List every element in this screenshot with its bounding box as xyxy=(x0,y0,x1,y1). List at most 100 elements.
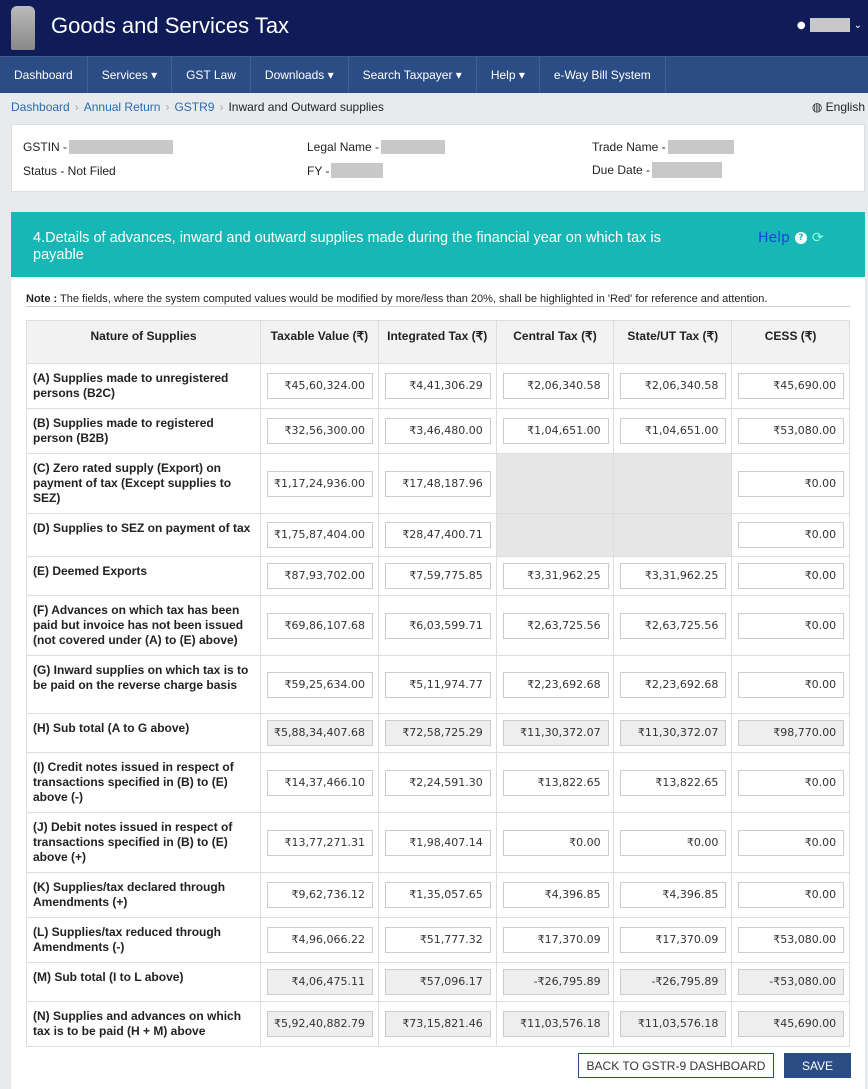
row-label: (L) Supplies/tax reduced through Amendme… xyxy=(26,917,261,963)
value-input[interactable]: ₹6,03,599.71 xyxy=(384,612,491,639)
value-input[interactable]: ₹1,75,87,404.00 xyxy=(267,522,373,548)
value-cell: ₹0.00 xyxy=(731,513,850,557)
value-input[interactable]: ₹14,37,466.10 xyxy=(267,769,373,796)
value-cell: ₹0.00 xyxy=(731,556,850,596)
value-input[interactable]: ₹0.00 xyxy=(738,671,845,698)
value-input[interactable]: ₹2,06,340.58 xyxy=(620,373,727,399)
value-input: ₹11,30,372.07 xyxy=(620,720,727,746)
value-input[interactable]: ₹7,59,775.85 xyxy=(384,563,491,589)
value-input[interactable]: ₹5,11,974.77 xyxy=(384,671,491,698)
table-row: (B) Supplies made to registered person (… xyxy=(26,408,850,454)
value-input[interactable]: ₹4,41,306.29 xyxy=(384,373,491,399)
value-input[interactable]: ₹2,24,591.30 xyxy=(384,769,491,796)
value-input[interactable]: ₹4,396.85 xyxy=(502,882,609,908)
refresh-icon[interactable]: ⟳ xyxy=(811,230,824,246)
language-selector[interactable]: ◍ English xyxy=(812,100,865,114)
value-input[interactable]: ₹59,25,634.00 xyxy=(267,671,373,698)
value-input[interactable]: ₹3,31,962.25 xyxy=(620,563,727,589)
value-input[interactable]: ₹2,23,692.68 xyxy=(620,671,727,698)
breadcrumb-dashboard[interactable]: Dashboard xyxy=(11,100,70,114)
row-label: (E) Deemed Exports xyxy=(26,556,261,596)
value-cell: ₹45,690.00 xyxy=(731,363,850,409)
value-input[interactable]: ₹0.00 xyxy=(620,829,727,856)
value-input[interactable]: ₹0.00 xyxy=(738,829,845,856)
value-input[interactable]: ₹3,46,480.00 xyxy=(384,418,491,444)
value-cell: ₹57,096.17 xyxy=(377,962,497,1002)
value-input[interactable]: ₹87,93,702.00 xyxy=(267,563,373,589)
question-icon[interactable]: ? xyxy=(794,232,807,244)
value-input[interactable]: ₹2,23,692.68 xyxy=(502,671,609,698)
value-input[interactable]: ₹2,06,340.58 xyxy=(502,373,609,399)
value-cell: ₹17,48,187.96 xyxy=(377,453,497,514)
value-input[interactable]: ₹1,98,407.14 xyxy=(384,829,491,856)
value-input[interactable]: ₹3,31,962.25 xyxy=(502,563,609,589)
nav-search-taxpayer[interactable]: Search Taxpayer ▾ xyxy=(349,57,477,93)
legal-name-label: Legal Name - xyxy=(307,140,380,154)
taxpayer-info: GSTIN - Legal Name - Trade Name - Status… xyxy=(11,124,865,192)
value-input: ₹11,03,576.18 xyxy=(502,1011,609,1037)
breadcrumb-annual-return[interactable]: Annual Return xyxy=(83,100,161,114)
value-cell: ₹51,777.32 xyxy=(377,917,497,963)
row-label: (M) Sub total (I to L above) xyxy=(26,962,261,1002)
value-input[interactable]: ₹0.00 xyxy=(738,563,845,589)
save-button[interactable]: SAVE xyxy=(784,1053,851,1078)
value-input[interactable]: ₹2,63,725.56 xyxy=(620,612,727,639)
nav-help[interactable]: Help ▾ xyxy=(477,57,540,93)
value-input[interactable]: ₹0.00 xyxy=(738,882,845,908)
nav-gst-law[interactable]: GST Law xyxy=(172,57,251,93)
nav-downloads[interactable]: Downloads ▾ xyxy=(251,57,349,93)
due-date-redacted xyxy=(652,162,723,178)
value-input[interactable]: ₹0.00 xyxy=(738,612,845,639)
value-input[interactable]: ₹51,777.32 xyxy=(384,927,491,953)
value-input[interactable]: ₹45,690.00 xyxy=(738,373,845,399)
value-input[interactable]: ₹2,63,725.56 xyxy=(502,612,609,639)
value-input[interactable]: ₹0.00 xyxy=(738,522,845,548)
value-input[interactable]: ₹17,48,187.96 xyxy=(384,470,491,497)
disabled-cell xyxy=(613,513,733,557)
value-input[interactable]: ₹28,47,400.71 xyxy=(384,522,491,548)
trade-name-label: Trade Name - xyxy=(592,140,666,154)
value-input[interactable]: ₹0.00 xyxy=(502,829,609,856)
value-cell: ₹11,30,372.07 xyxy=(613,713,733,753)
disabled-cell xyxy=(613,453,733,514)
value-input[interactable]: ₹13,77,271.31 xyxy=(267,829,373,856)
value-input[interactable]: ₹0.00 xyxy=(738,470,845,497)
back-to-dashboard-button[interactable]: BACK TO GSTR-9 DASHBOARD xyxy=(578,1053,774,1078)
nav-services[interactable]: Services ▾ xyxy=(88,57,173,93)
breadcrumb-gstr9[interactable]: GSTR9 xyxy=(174,100,215,114)
value-input[interactable]: ₹13,822.65 xyxy=(620,769,727,796)
status-label: Status - Not Filed xyxy=(23,164,116,178)
value-input[interactable]: ₹53,080.00 xyxy=(738,927,845,953)
value-input[interactable]: ₹13,822.65 xyxy=(502,769,609,796)
value-input[interactable]: ₹4,396.85 xyxy=(620,882,727,908)
due-date-label: Due Date - xyxy=(592,163,651,177)
value-input[interactable]: ₹4,96,066.22 xyxy=(267,927,373,953)
row-label: (G) Inward supplies on which tax is to b… xyxy=(26,655,261,714)
row-label: (H) Sub total (A to G above) xyxy=(26,713,261,753)
value-input[interactable]: ₹1,04,651.00 xyxy=(502,418,609,444)
value-input[interactable]: ₹1,35,057.65 xyxy=(384,882,491,908)
value-input[interactable]: ₹1,17,24,936.00 xyxy=(267,470,373,497)
breadcrumb: Dashboard › Annual Return › GSTR9 › Inward … xyxy=(0,93,868,121)
value-input: ₹5,88,34,407.68 xyxy=(267,720,373,746)
nav-eway-bill[interactable]: e-Way Bill System xyxy=(540,57,666,93)
value-input[interactable]: ₹69,86,107.68 xyxy=(267,612,373,639)
main-nav: Dashboard Services ▾ GST Law Downloads ▾… xyxy=(0,56,868,93)
value-input[interactable]: ₹32,56,300.00 xyxy=(267,418,373,444)
value-input[interactable]: ₹17,370.09 xyxy=(620,927,727,953)
value-input[interactable]: ₹9,62,736.12 xyxy=(267,882,373,908)
value-input[interactable]: ₹0.00 xyxy=(738,769,845,796)
nav-dashboard[interactable]: Dashboard xyxy=(0,57,88,93)
table-row: (J) Debit notes issued in respect of tra… xyxy=(26,812,850,873)
value-input[interactable]: ₹17,370.09 xyxy=(502,927,609,953)
value-cell: ₹2,06,340.58 xyxy=(613,363,733,409)
value-input[interactable]: ₹53,080.00 xyxy=(738,418,845,444)
value-cell: -₹26,795.89 xyxy=(613,962,733,1002)
value-cell: ₹45,690.00 xyxy=(731,1001,850,1047)
section-banner: 4.Details of advances, inward and outwar… xyxy=(11,212,865,277)
value-cell: ₹11,03,576.18 xyxy=(613,1001,733,1047)
value-input[interactable]: ₹45,60,324.00 xyxy=(267,373,373,399)
value-input[interactable]: ₹1,04,651.00 xyxy=(620,418,727,444)
help-link[interactable]: Help xyxy=(758,230,790,246)
user-menu[interactable]: ● ⌄ xyxy=(797,18,862,32)
